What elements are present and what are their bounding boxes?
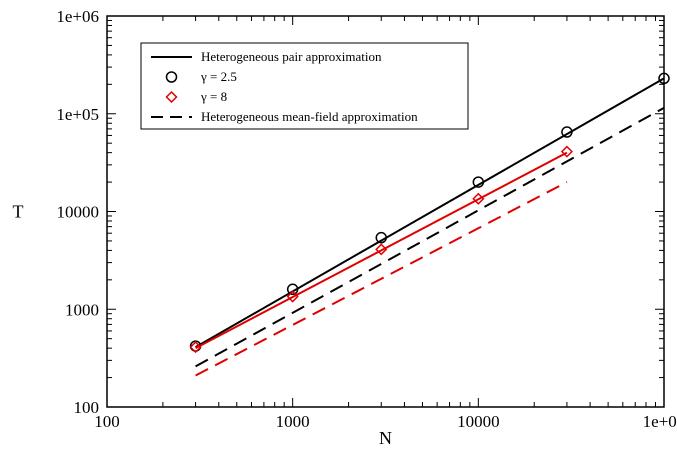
x-tick-label: 1000 [276,412,310,431]
y-tick-label: 1000 [65,300,99,319]
legend-label-g25: γ = 2.5 [200,69,237,84]
y-axis-label: T [13,202,24,222]
data-point-2-5 [286,283,299,296]
y-tick-label: 1e+06 [56,7,99,26]
data-point-8 [286,290,299,303]
axis-ticks: 100 1000 10000 1e+05 100 1000 10000 1e+05 1e+06 [56,7,677,431]
legend-label-pair: Heterogeneous pair approximation [201,49,382,64]
data-point-2-5 [375,231,388,244]
data-point-8 [472,192,485,205]
series-line-solid-red-line [195,151,568,350]
legend-label-g8: γ = 8 [200,89,227,104]
data-point-8 [375,243,388,256]
y-tick-label: 1e+05 [56,105,99,124]
data-point-8 [560,145,573,158]
series-line-dashed-red-line [195,181,568,377]
legend-swatch-diamond [165,90,178,104]
legend: Heterogeneous pair approximation γ = 2.5 γ… [140,42,469,130]
data-point-8 [189,341,202,354]
x-tick-label: 1e+05 [643,412,677,431]
y-tick-label: 10000 [57,203,100,222]
legend-swatch-circle [165,71,178,83]
x-tick-label: 10000 [457,412,500,431]
series-line-heterogeneous-pair-approximation [195,77,665,348]
x-axis-label: N [379,428,392,448]
legend-box [140,42,469,130]
data-point-2-5 [472,176,485,188]
series-line-heterogeneous-mean-field-approximation [195,106,665,368]
legend-label-mf: Heterogeneous mean-field approximation [201,109,418,124]
y-tick-label: 100 [74,398,100,417]
x-tick-label: 100 [94,412,120,431]
plot-marks [189,72,670,377]
data-point-2-5 [561,126,573,138]
